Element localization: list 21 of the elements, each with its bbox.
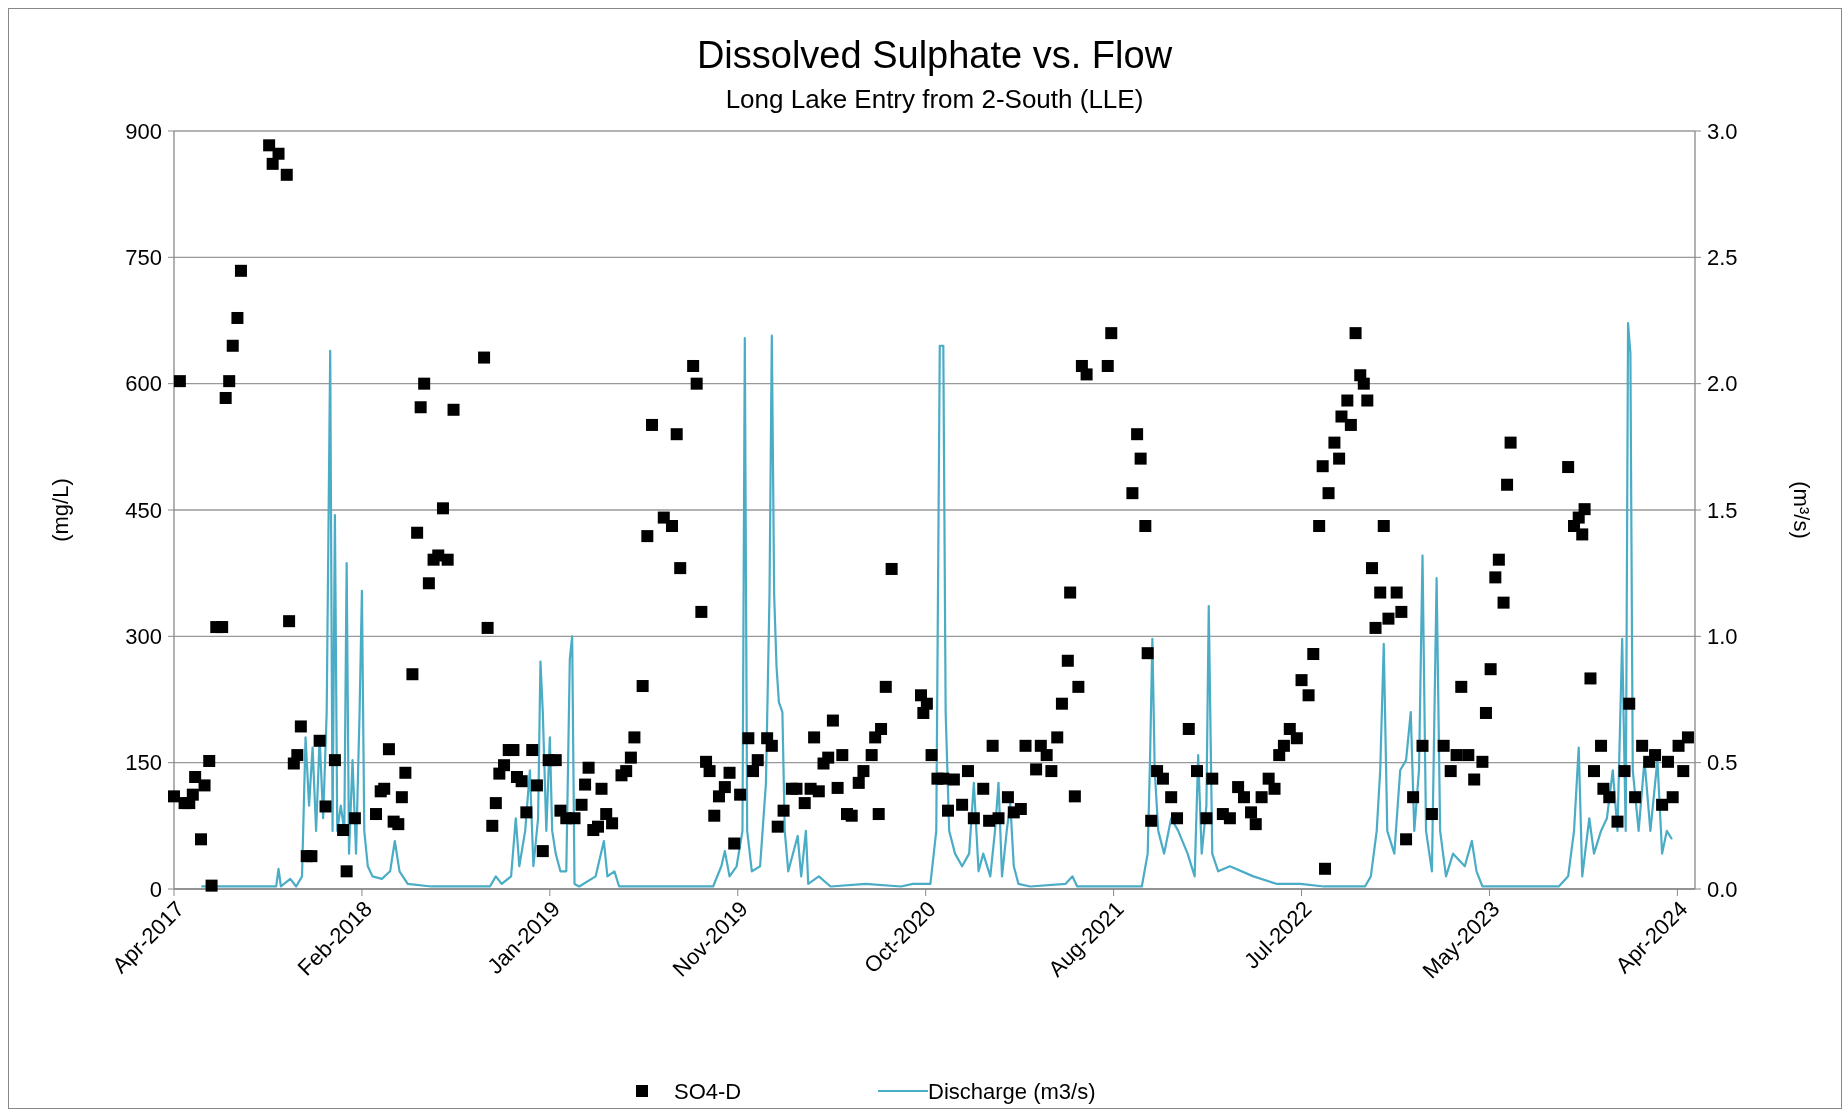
y2-tick-label: 2.0 bbox=[1707, 371, 1738, 397]
y-tick-label: 0 bbox=[149, 876, 162, 902]
y-tick-label: 900 bbox=[125, 118, 162, 144]
y2-tick-label: 0.5 bbox=[1707, 750, 1738, 776]
y-tick-label: 300 bbox=[125, 624, 162, 650]
legend-label: Discharge (m3/s) bbox=[928, 1078, 1096, 1104]
legend-label: SO4-D bbox=[674, 1078, 742, 1104]
y2-tick-label: 1.0 bbox=[1707, 624, 1738, 650]
chart-title: Dissolved Sulphate vs. Flow bbox=[696, 34, 1173, 76]
y2-axis-title: (m³/s) bbox=[1789, 481, 1814, 539]
y-tick-label: 150 bbox=[125, 750, 162, 776]
y-tick-label: 750 bbox=[125, 245, 162, 271]
y2-tick-label: 2.5 bbox=[1707, 245, 1738, 271]
y2-tick-label: 3.0 bbox=[1707, 118, 1738, 144]
y2-tick-label: 0.0 bbox=[1707, 876, 1738, 902]
line-series bbox=[201, 321, 1673, 888]
y2-tick-label: 1.5 bbox=[1707, 497, 1738, 523]
y-tick-label: 450 bbox=[125, 497, 162, 523]
chart-subtitle: Long Lake Entry from 2-South (LLE) bbox=[725, 84, 1144, 114]
y-axis-title: (mg/L) bbox=[48, 478, 73, 542]
y-tick-label: 600 bbox=[125, 371, 162, 397]
